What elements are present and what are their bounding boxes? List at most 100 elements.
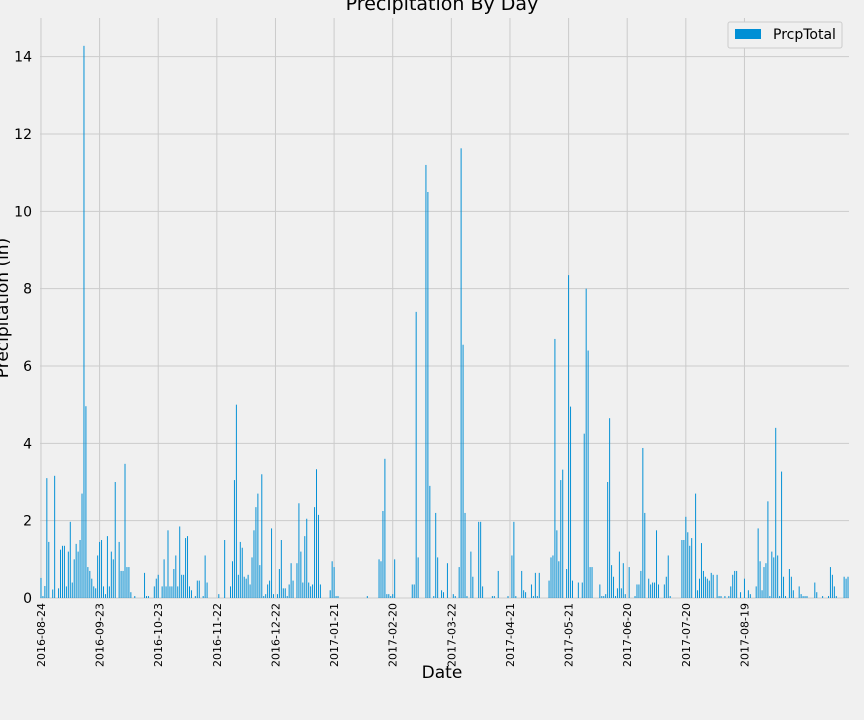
bar [243, 576, 245, 598]
bar [146, 596, 147, 598]
bar [54, 475, 56, 598]
x-axis-label: Date [422, 663, 463, 683]
bar [265, 594, 267, 598]
bar [110, 551, 112, 598]
bar [255, 507, 257, 598]
bar [720, 596, 722, 598]
bar [833, 586, 835, 598]
bar [757, 528, 759, 598]
bar [196, 580, 198, 598]
bar [81, 493, 83, 598]
bar [515, 596, 517, 598]
bar [689, 545, 691, 598]
bar [177, 586, 179, 598]
bar [712, 574, 714, 598]
bar [241, 547, 243, 598]
bar [568, 275, 570, 598]
bar [657, 584, 659, 598]
bar [187, 536, 189, 598]
bar [765, 563, 767, 598]
legend-box [727, 21, 843, 49]
bar [814, 582, 816, 598]
bar [663, 584, 665, 598]
bar [491, 596, 493, 598]
bar [800, 594, 802, 598]
bar [165, 586, 167, 598]
bar [466, 596, 468, 598]
bar [847, 576, 849, 598]
bar [104, 594, 106, 598]
bar [366, 596, 368, 598]
bar [691, 538, 693, 598]
y-tick-label: 0 [23, 591, 32, 607]
bar [462, 344, 464, 598]
bar [816, 592, 818, 598]
bar [296, 563, 298, 598]
bar [251, 557, 253, 598]
bar [437, 557, 439, 598]
bar [99, 541, 101, 598]
x-tick-label: 2017-06-20 [621, 603, 634, 667]
bar [554, 338, 556, 598]
bar [759, 561, 761, 598]
bar [271, 528, 273, 598]
bar [198, 580, 200, 598]
bar [427, 192, 429, 598]
x-tick-label: 2017-08-19 [738, 603, 751, 667]
x-tick-label: 2016-09-23 [94, 603, 107, 667]
x-tick-label: 2016-10-23 [152, 603, 165, 667]
bar [331, 561, 333, 598]
bar [585, 288, 587, 598]
bar [740, 592, 742, 598]
bar [620, 588, 622, 598]
bar [822, 596, 824, 598]
bar [245, 578, 247, 598]
bar [790, 576, 792, 598]
bar [845, 578, 847, 598]
bar [126, 567, 128, 598]
bar [65, 586, 67, 598]
bar [470, 551, 472, 598]
bar [530, 584, 532, 598]
y-axis-label: Precipitation (in) [0, 238, 13, 378]
bar [384, 458, 386, 598]
bar [614, 596, 616, 598]
bar [91, 578, 93, 598]
bar [253, 530, 255, 598]
bar [189, 586, 190, 598]
bar [390, 596, 392, 598]
bar [415, 311, 417, 598]
bar [267, 584, 269, 598]
bar [480, 521, 482, 598]
bar [577, 582, 579, 598]
bar [591, 567, 593, 598]
bar [654, 582, 656, 598]
x-tick-label: 2017-05-21 [563, 603, 576, 667]
bar [61, 545, 63, 598]
x-tick-label: 2016-08-24 [35, 603, 48, 667]
bar [263, 596, 265, 598]
bar [230, 586, 232, 598]
bar [433, 596, 435, 598]
bar [337, 596, 339, 598]
bar [827, 596, 829, 598]
bar [652, 582, 654, 598]
bar [276, 594, 278, 598]
bar [743, 578, 745, 598]
bar [95, 588, 97, 598]
bar [108, 586, 110, 598]
bar [288, 584, 290, 598]
bar [120, 570, 122, 598]
bar [572, 580, 573, 598]
bar [185, 538, 187, 598]
bar [548, 580, 550, 598]
bar [538, 572, 540, 598]
bar [179, 526, 181, 598]
bar [316, 469, 317, 598]
bar [153, 586, 155, 598]
bar [183, 574, 185, 598]
bar [206, 582, 208, 598]
bar [552, 555, 554, 598]
bar [278, 569, 280, 598]
